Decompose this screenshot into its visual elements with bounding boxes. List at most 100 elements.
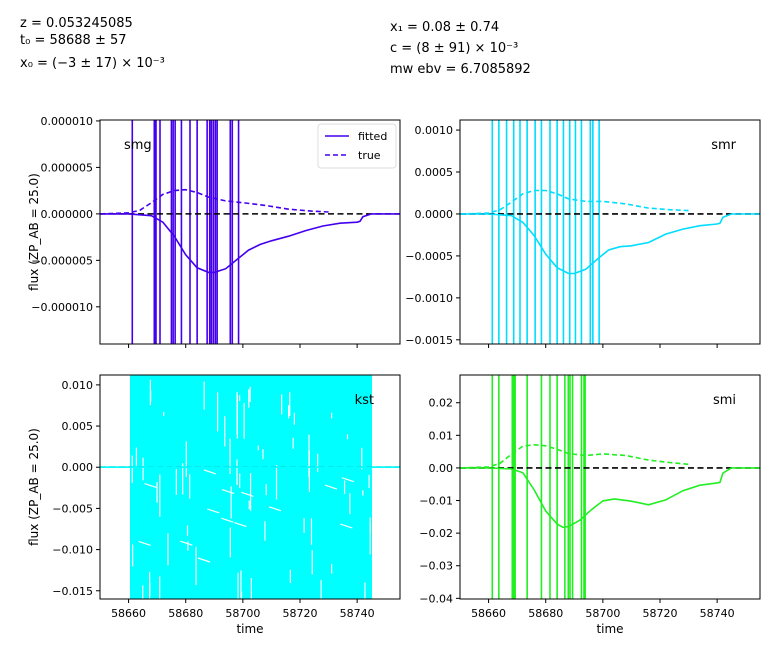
observation-gap bbox=[320, 579, 322, 599]
observation-gap bbox=[289, 392, 291, 417]
observation-gap bbox=[186, 525, 189, 536]
observation-gap bbox=[234, 522, 247, 528]
param-z: z = 0.053245085 bbox=[20, 16, 133, 31]
observation-gap bbox=[203, 381, 205, 410]
observation-gap bbox=[317, 453, 319, 472]
observation-gap bbox=[159, 576, 161, 599]
y-tick-label: 0.0005 bbox=[415, 166, 454, 179]
panel-kst: 0.010 0.005 0.000 −0.005 −0.010 −0.015 58660 58… bbox=[27, 374, 401, 636]
observation-gap bbox=[265, 484, 267, 496]
y-axis-label: flux (ZP_AB = 25.0) bbox=[27, 173, 41, 291]
panel-smg: 0.000010 0.000005 0.000000 −0.000005 −0.0000… bbox=[27, 115, 401, 348]
fitted-model-line bbox=[460, 467, 760, 529]
observation-gap bbox=[221, 517, 234, 523]
plot-area bbox=[460, 120, 760, 344]
observation-gap bbox=[175, 468, 177, 495]
observation-gap bbox=[343, 480, 346, 494]
legend: fitted true bbox=[317, 123, 397, 169]
panel-smi: 0.02 0.01 0.00 −0.01 −0.02 −0.03 −0.04 58660 586… bbox=[419, 374, 761, 636]
y-tick-label: −0.000005 bbox=[31, 254, 93, 267]
observation-gap bbox=[310, 518, 313, 545]
observation-gap bbox=[346, 434, 349, 440]
y-tick-label: −0.000010 bbox=[31, 301, 93, 314]
observation-gap bbox=[369, 522, 371, 533]
param-mwebv: mw ebv = 6.7085892 bbox=[390, 62, 531, 77]
y-tick-label: 0.000000 bbox=[41, 208, 94, 221]
y-tick-label: −0.04 bbox=[419, 592, 453, 605]
observation-gap bbox=[289, 569, 291, 583]
true-model-line bbox=[100, 188, 329, 215]
true-model-line bbox=[460, 443, 689, 469]
observation-gap bbox=[287, 405, 290, 419]
x-axis-label: time bbox=[596, 622, 623, 636]
observation-gap bbox=[156, 482, 158, 503]
legend-box bbox=[317, 123, 397, 169]
observation-gap bbox=[330, 412, 333, 419]
y-tick-label: −0.015 bbox=[52, 585, 93, 598]
param-x0: x₀ = (−3 ± 17) × 10⁻³ bbox=[20, 56, 165, 71]
observation-gap bbox=[221, 488, 235, 495]
plot-area bbox=[100, 375, 400, 599]
observation-gap bbox=[349, 493, 351, 515]
band-label: smi bbox=[713, 393, 736, 408]
x-tick-label: 58660 bbox=[111, 607, 146, 620]
x-tick-label: 58740 bbox=[340, 607, 375, 620]
y-tick-label: 0.02 bbox=[429, 397, 454, 410]
y-tick-label: 0.005 bbox=[62, 420, 94, 433]
y-tick-label: −0.0010 bbox=[405, 292, 453, 305]
y-tick-label: 0.00 bbox=[429, 462, 454, 475]
x-tick-label: 58680 bbox=[528, 607, 563, 620]
observation-gap bbox=[167, 533, 169, 566]
observation-gap bbox=[195, 546, 197, 586]
x-tick-label: 58700 bbox=[585, 607, 620, 620]
fitted-model-line bbox=[100, 213, 400, 274]
observation-gap bbox=[248, 389, 250, 408]
observation-gap bbox=[369, 517, 371, 555]
observation-gap bbox=[249, 386, 251, 402]
plot-area bbox=[100, 120, 400, 344]
observation-gap bbox=[207, 508, 220, 514]
band-label: smr bbox=[711, 138, 736, 153]
observation-gap bbox=[264, 521, 266, 541]
observation-gap bbox=[142, 585, 144, 599]
observation-gap bbox=[311, 550, 313, 575]
observation-gap bbox=[144, 482, 157, 489]
observation-gap bbox=[163, 411, 165, 416]
observation-gap bbox=[224, 416, 226, 447]
x-tick-label: 58680 bbox=[168, 607, 203, 620]
param-t0: t₀ = 58688 ± 57 bbox=[20, 33, 127, 48]
observation-gap bbox=[189, 474, 191, 499]
observation-gap bbox=[281, 394, 283, 415]
observation-gap bbox=[241, 491, 254, 497]
y-tick-label: −0.005 bbox=[52, 502, 93, 515]
observation-gap bbox=[238, 395, 241, 402]
observation-gap bbox=[340, 523, 353, 529]
y-tick-label: −0.010 bbox=[52, 544, 93, 557]
axes-frame bbox=[99, 119, 401, 345]
x-axis-label: time bbox=[236, 622, 263, 636]
observation-gap bbox=[364, 582, 366, 599]
true-model-line bbox=[460, 189, 689, 215]
observation-gap bbox=[135, 447, 138, 466]
y-tick-label: 0.000010 bbox=[41, 115, 94, 128]
observation-gap bbox=[149, 582, 151, 597]
y-tick-label: −0.02 bbox=[419, 527, 453, 540]
axes-frame bbox=[459, 374, 761, 600]
y-tick-label: 0.0010 bbox=[415, 124, 454, 137]
band-label: kst bbox=[355, 393, 374, 408]
y-tick-label: 0.01 bbox=[429, 429, 454, 442]
observation-gap bbox=[138, 540, 151, 546]
fitted-model-line bbox=[460, 213, 760, 275]
observation-gap bbox=[132, 544, 134, 567]
observation-gap bbox=[248, 500, 250, 510]
axes-frame bbox=[99, 374, 401, 600]
observation-gap bbox=[240, 591, 243, 599]
observation-gap bbox=[275, 464, 278, 500]
observation-gap bbox=[292, 437, 294, 449]
x-tick-label: 58720 bbox=[283, 607, 318, 620]
observation-gap bbox=[362, 490, 364, 496]
y-tick-label: 0.010 bbox=[62, 379, 94, 392]
observation-gap bbox=[250, 578, 252, 599]
observation-gap bbox=[341, 477, 355, 483]
observation-gap bbox=[159, 474, 161, 517]
